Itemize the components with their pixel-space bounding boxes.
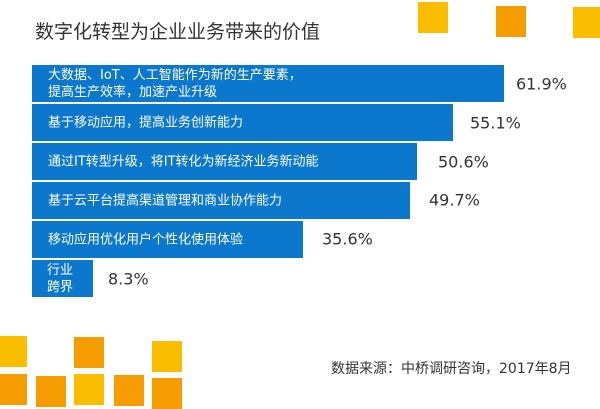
decorative-square <box>0 374 27 405</box>
decorative-square <box>74 337 104 368</box>
decorative-square <box>496 6 526 37</box>
data-source-note: 数据来源：中桥调研咨询，2017年8月 <box>331 361 572 377</box>
decorative-square <box>114 375 144 406</box>
bar-cloud-platform: 基于云平台提高渠道管理和商业协作能力 <box>32 182 410 219</box>
bar-mobile-user-experience: 移动应用优化用户个性化使用体验 <box>32 221 303 258</box>
bar-label: 大数据、IoT、人工智能作为新的生产要素， 提高生产效率，加速产业升级 <box>48 67 302 100</box>
decorative-square <box>0 336 27 367</box>
value-label: 49.7% <box>429 190 480 210</box>
decorative-square <box>418 2 448 33</box>
decorative-square <box>152 341 182 372</box>
value-label: 61.9% <box>516 74 567 94</box>
decorative-square <box>152 378 182 409</box>
bar-label: 基于云平台提高渠道管理和商业协作能力 <box>48 193 283 208</box>
bar-cross-industry: 行业 跨界 <box>32 260 93 297</box>
bar-label: 移动应用优化用户个性化使用体验 <box>48 232 244 247</box>
bar-label: 通过IT转型升级，将IT转化为新经济业务新动能 <box>48 154 319 169</box>
decorative-square <box>36 376 66 407</box>
value-label: 8.3% <box>108 269 149 289</box>
bar-it-transformation: 通过IT转型升级，将IT转化为新经济业务新动能 <box>32 143 417 180</box>
bar-big-data-iot-ai: 大数据、IoT、人工智能作为新的生产要素， 提高生产效率，加速产业升级 <box>32 65 504 102</box>
chart-title: 数字化转型为企业业务带来的价值 <box>35 21 321 43</box>
bar-mobile-innovation: 基于移动应用，提高业务创新能力 <box>32 104 453 141</box>
value-label: 35.6% <box>322 229 373 249</box>
bar-label: 行业 跨界 <box>47 262 74 295</box>
value-label: 55.1% <box>470 113 521 133</box>
value-label: 50.6% <box>438 152 489 172</box>
decorative-square <box>74 374 104 405</box>
bar-label: 基于移动应用，提高业务创新能力 <box>48 115 244 130</box>
decorative-square <box>573 7 600 38</box>
